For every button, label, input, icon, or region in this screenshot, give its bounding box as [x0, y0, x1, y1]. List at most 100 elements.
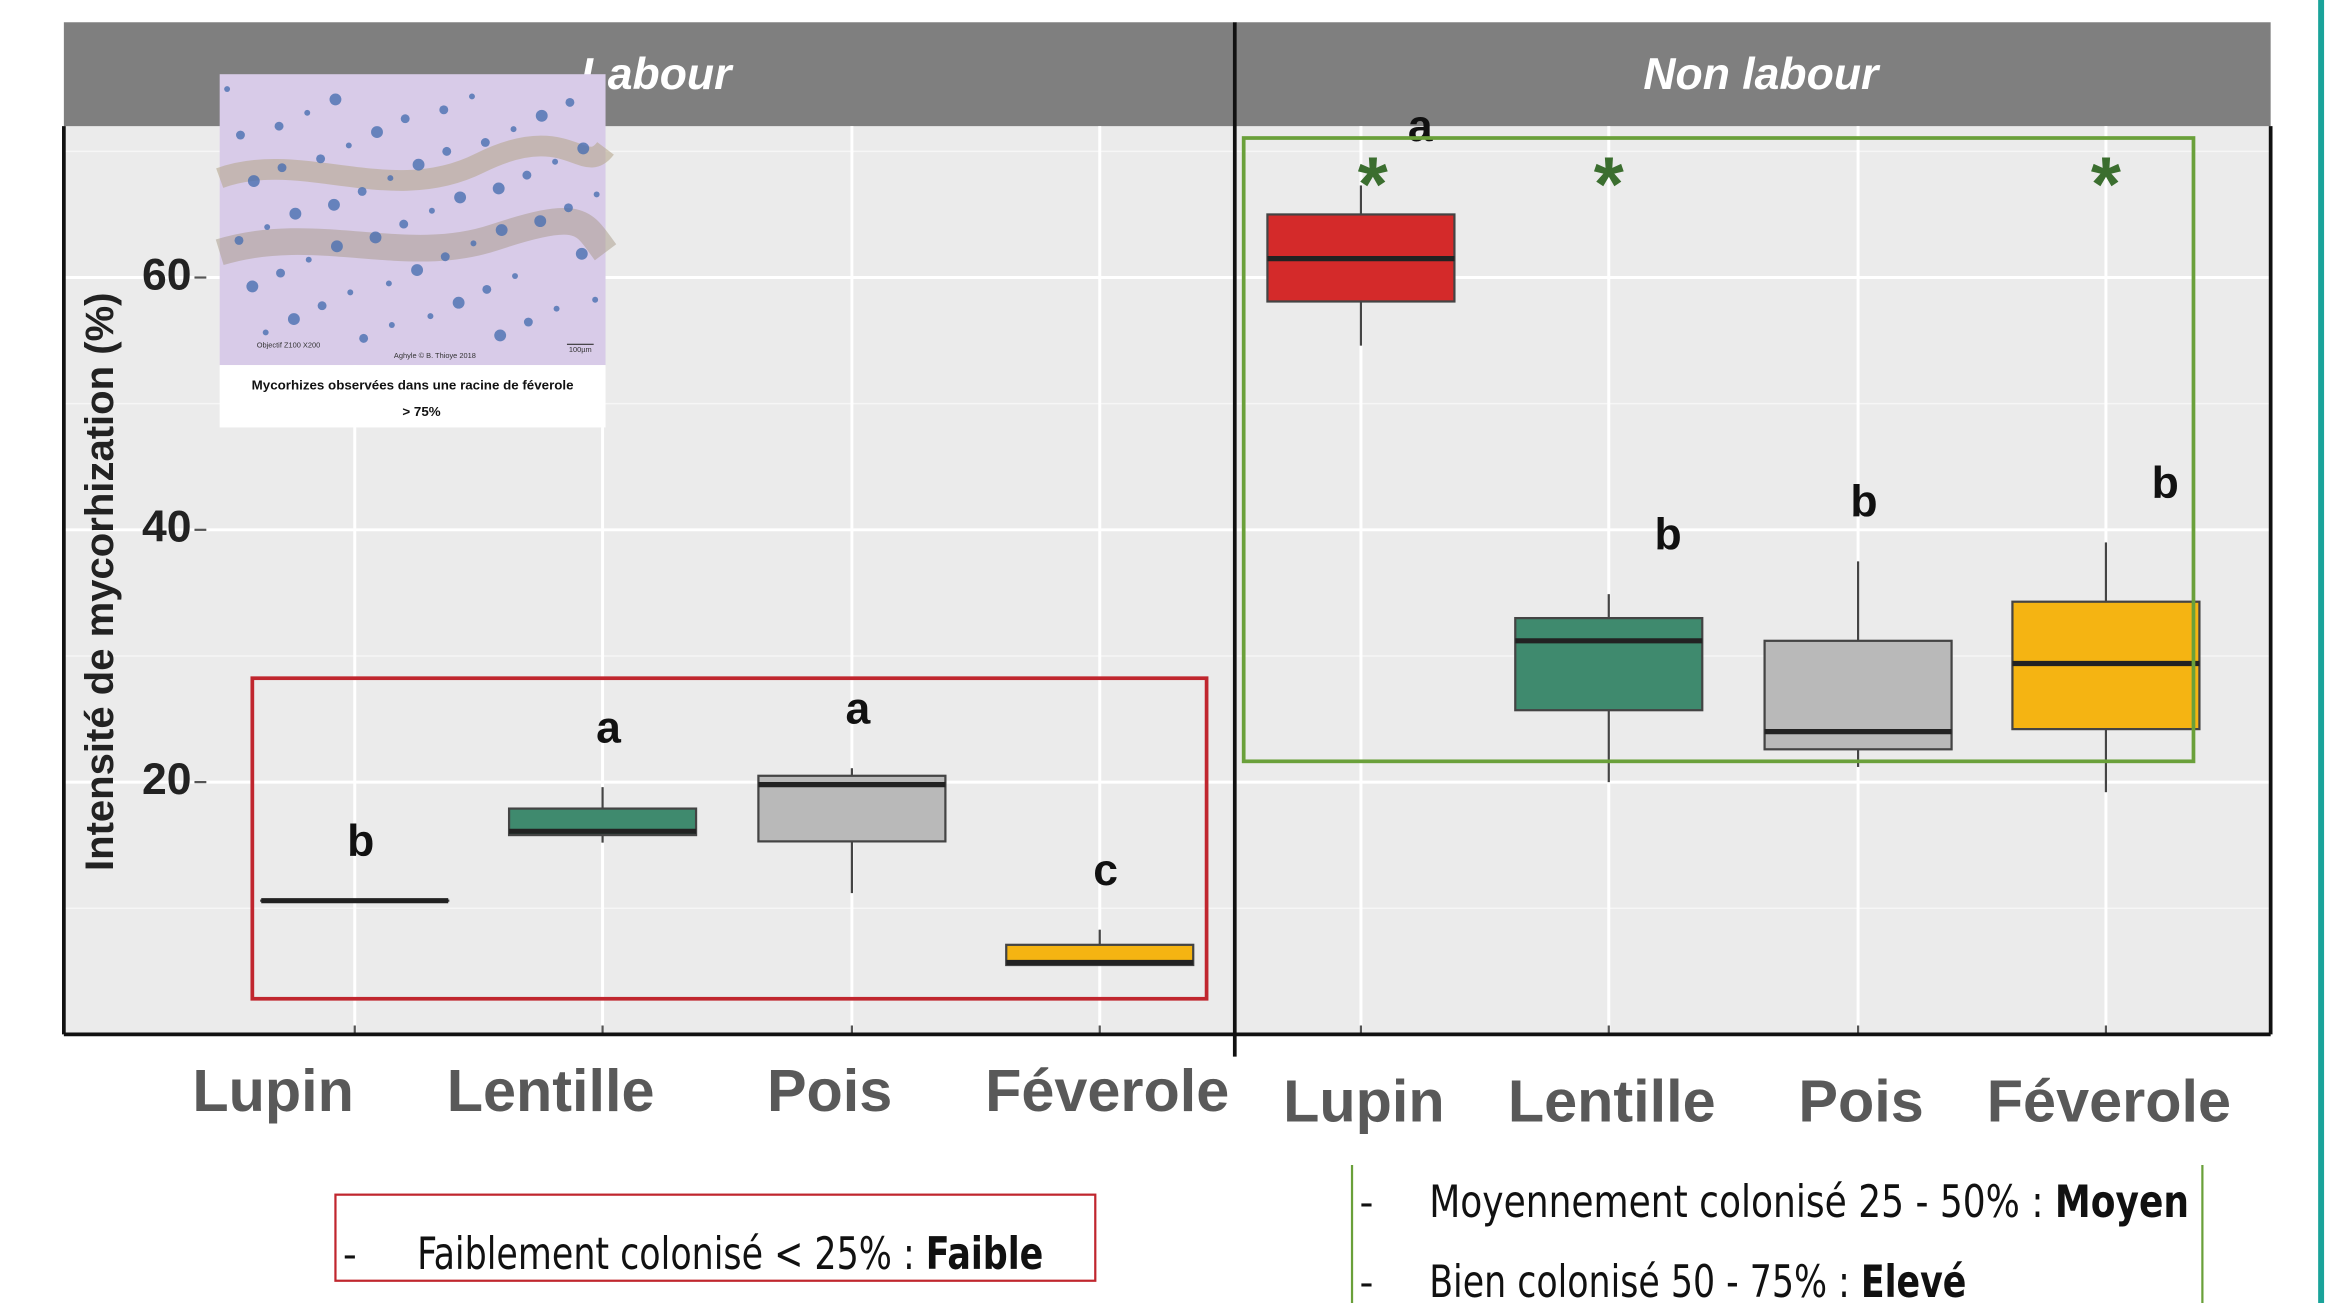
spore	[235, 236, 244, 245]
group-letter: b	[1655, 511, 1682, 560]
legend: - Faiblement colonisé < 25% : Faible - Moye…	[343, 1177, 2189, 1303]
spore	[389, 322, 395, 328]
spore	[413, 159, 425, 171]
photo-caption: Mycorhizes observées dans une racine de …	[252, 377, 574, 392]
spore	[427, 313, 433, 319]
spore	[565, 98, 574, 107]
spore	[411, 264, 423, 276]
spore	[347, 289, 353, 295]
spore	[552, 159, 558, 165]
spore	[554, 306, 560, 312]
x-tick-label: Lentille	[447, 1057, 655, 1124]
legend-text: Moyennement colonisé 25 - 50% : Moyen	[1429, 1177, 2189, 1228]
legend-bullet: -	[1359, 1181, 1373, 1226]
legend-bullet: -	[1359, 1261, 1373, 1303]
spore	[399, 220, 408, 229]
x-tick-label: Lupin	[192, 1057, 354, 1124]
spore	[304, 110, 310, 116]
legend-label: Bien colonisé 50 - 75% :	[1429, 1257, 1861, 1303]
spore	[275, 122, 284, 131]
spore	[454, 191, 466, 203]
spore	[469, 93, 475, 99]
spore	[386, 280, 392, 286]
spore	[224, 86, 230, 92]
legend-label: Faiblement colonisé < 25% :	[417, 1229, 926, 1280]
legend-text: Bien colonisé 50 - 75% : Elevé	[1429, 1257, 1966, 1303]
spore	[453, 297, 465, 309]
spore	[278, 163, 287, 172]
spore	[331, 240, 343, 252]
legend-level: Moyen	[2055, 1177, 2189, 1228]
photo-caption: > 75%	[402, 404, 440, 419]
spore	[493, 183, 505, 195]
chart: LabourLupinLentillePoisFéverolebaacNon l…	[0, 0, 2336, 1303]
spore	[264, 224, 270, 230]
significance-marker: *	[1594, 141, 1624, 227]
legend-bullet: -	[343, 1232, 357, 1277]
box	[1515, 618, 1702, 710]
spore	[263, 329, 269, 335]
spore	[236, 131, 245, 140]
spore	[358, 187, 367, 196]
y-axis-label: Intensité de mycorhization (%)	[78, 292, 122, 871]
group-letter: b	[2152, 459, 2179, 508]
spore	[577, 142, 589, 154]
spore	[441, 252, 450, 261]
page: {"chart_data": { "type": "box", "ylabel"…	[0, 0, 2336, 1303]
group-letter: a	[845, 685, 871, 734]
spore	[482, 285, 491, 294]
spore	[276, 269, 285, 278]
significance-marker: *	[1358, 141, 1388, 227]
x-tick-label: Lentille	[1508, 1067, 1716, 1134]
group-letter: c	[1093, 846, 1118, 895]
spore	[524, 318, 533, 327]
legend-level: Faible	[926, 1229, 1044, 1280]
spore	[330, 93, 342, 105]
spore	[248, 175, 260, 187]
spore	[359, 334, 368, 343]
inset-photo: Objectif Z100 X200 Aghyle © B. Thioye 20…	[220, 74, 606, 427]
x-tick-label: Féverole	[1987, 1067, 2231, 1134]
spore	[592, 297, 598, 303]
spore	[346, 142, 352, 148]
spore	[536, 110, 548, 122]
spore	[470, 240, 476, 246]
group-letter: a	[596, 704, 622, 753]
group-letter: a	[1408, 102, 1434, 151]
photo-credit: Aghyle © B. Thioye 2018	[394, 351, 476, 360]
spore	[289, 208, 301, 220]
group-letter: b	[1850, 478, 1877, 527]
spore	[306, 257, 312, 263]
y-tick-label: 40	[142, 503, 192, 552]
x-tick-label: Pois	[767, 1057, 892, 1124]
legend-text: Faiblement colonisé < 25% : Faible	[417, 1229, 1043, 1280]
spore	[534, 215, 546, 227]
spore	[318, 301, 327, 310]
spore	[316, 154, 325, 163]
spore	[370, 232, 382, 244]
spore	[564, 203, 573, 212]
spore	[494, 329, 506, 341]
x-tick-label: Lupin	[1283, 1067, 1445, 1134]
spore	[439, 105, 448, 114]
y-tick-label: 20	[142, 755, 192, 804]
spore	[594, 191, 600, 197]
spore	[371, 126, 383, 138]
spore	[512, 273, 518, 279]
significance-marker: *	[2091, 141, 2121, 227]
y-tick-label: 60	[142, 250, 192, 299]
spore	[576, 248, 588, 260]
group-letter: b	[347, 817, 374, 866]
x-tick-label: Pois	[1798, 1067, 1923, 1134]
legend-level: Elevé	[1861, 1257, 1967, 1303]
spore	[288, 313, 300, 325]
spore	[442, 147, 451, 156]
spore	[481, 138, 490, 147]
spore	[496, 224, 508, 236]
spore	[511, 126, 517, 132]
spore	[401, 114, 410, 123]
photo-scale: 100µm	[569, 345, 592, 354]
photo-objective: Objectif Z100 X200	[257, 341, 320, 350]
x-tick-label: Féverole	[985, 1057, 1229, 1124]
panel-title: Non labour	[1643, 50, 1881, 99]
